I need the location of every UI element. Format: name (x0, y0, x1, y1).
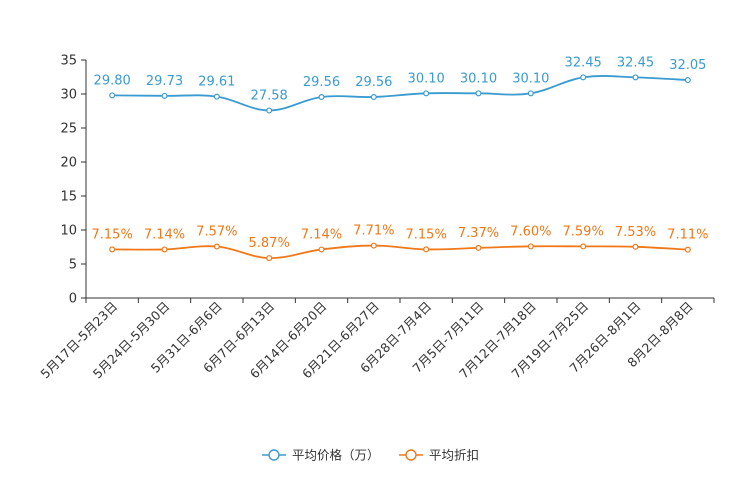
series-2-data-label: 7.15% (406, 227, 447, 242)
legend-circle-icon (405, 449, 417, 461)
y-tick-label: 35 (60, 54, 77, 69)
series-1-point[interactable] (266, 107, 273, 114)
series-2-point[interactable] (318, 246, 325, 253)
series-layer (109, 74, 691, 262)
y-tick-label: 5 (69, 258, 77, 273)
series-2-point[interactable] (266, 255, 273, 262)
series-1-point[interactable] (475, 90, 482, 97)
series-1-point[interactable] (318, 93, 325, 100)
series-2-data-label: 7.60% (510, 224, 551, 239)
series-2-data-label: 7.71% (353, 224, 394, 239)
series-line-1 (112, 75, 688, 112)
series-1-data-label: 30.10 (460, 71, 497, 86)
series-2-point[interactable] (370, 242, 377, 249)
series-1-data-label: 29.56 (303, 75, 340, 90)
series-2-data-label: 7.37% (458, 226, 499, 241)
y-tick-label: 10 (60, 224, 77, 239)
data-labels-layer: 29.80 29.73 29.61 27.58 29.56 29.56 30.10 30.10… (92, 55, 709, 251)
series-1-point[interactable] (109, 92, 116, 99)
series-2-point[interactable] (161, 246, 168, 253)
y-tick-label: 25 (60, 122, 77, 137)
series-1-data-label: 30.10 (408, 71, 445, 86)
series-1-data-label: 32.05 (669, 58, 706, 73)
series-2-data-label: 7.57% (196, 225, 237, 240)
legend-item-2[interactable]: 平均折扣 (399, 448, 479, 463)
series-2-point[interactable] (213, 243, 220, 250)
series-2-point[interactable] (632, 243, 639, 250)
series-1-data-label: 29.73 (146, 74, 183, 89)
series-1-data-label: 32.45 (565, 55, 602, 70)
series-2-point[interactable] (527, 243, 534, 250)
legend-circle-icon (268, 449, 280, 461)
series-1-data-label: 27.58 (251, 88, 288, 103)
y-tick-label: 15 (60, 190, 77, 205)
series-1-point[interactable] (370, 93, 377, 100)
legend-item-1[interactable]: 平均价格（万） (262, 448, 380, 463)
legend[interactable]: 平均价格（万） 平均折扣 (262, 448, 479, 463)
y-tick-label: 30 (60, 88, 77, 103)
series-1-point[interactable] (684, 77, 691, 84)
y-tick-label: 20 (60, 156, 77, 171)
axes: 051015202530355月17日-5月23日5月24日-5月30日5月31… (37, 54, 715, 381)
series-2-data-label: 7.59% (563, 224, 604, 239)
series-2-data-label: 7.11% (667, 228, 708, 243)
series-2-point[interactable] (684, 246, 691, 253)
series-2-data-label: 7.53% (615, 225, 656, 240)
series-1-point[interactable] (213, 93, 220, 100)
series-1-point[interactable] (161, 92, 168, 99)
series-2-data-label: 7.14% (301, 227, 342, 242)
series-1-point[interactable] (423, 90, 430, 97)
series-2-data-label: 5.87% (249, 236, 290, 251)
series-2-point[interactable] (580, 243, 587, 250)
legend-label: 平均折扣 (429, 448, 479, 463)
y-tick-label: 0 (69, 292, 77, 307)
series-1-data-label: 29.61 (198, 75, 235, 90)
series-1-point[interactable] (580, 74, 587, 81)
series-2-data-label: 7.14% (144, 227, 185, 242)
series-2-data-label: 7.15% (92, 227, 133, 242)
series-1-data-label: 29.80 (94, 73, 131, 88)
series-1-data-label: 29.56 (355, 75, 392, 90)
legend-label: 平均价格（万） (292, 448, 380, 463)
series-2-point[interactable] (109, 246, 116, 253)
series-1-point[interactable] (632, 74, 639, 81)
series-1-point[interactable] (527, 90, 534, 97)
series-line-2 (112, 244, 688, 259)
series-1-data-label: 32.45 (617, 55, 654, 70)
series-2-point[interactable] (475, 244, 482, 251)
series-2-point[interactable] (423, 246, 430, 253)
series-1-data-label: 30.10 (512, 71, 549, 86)
